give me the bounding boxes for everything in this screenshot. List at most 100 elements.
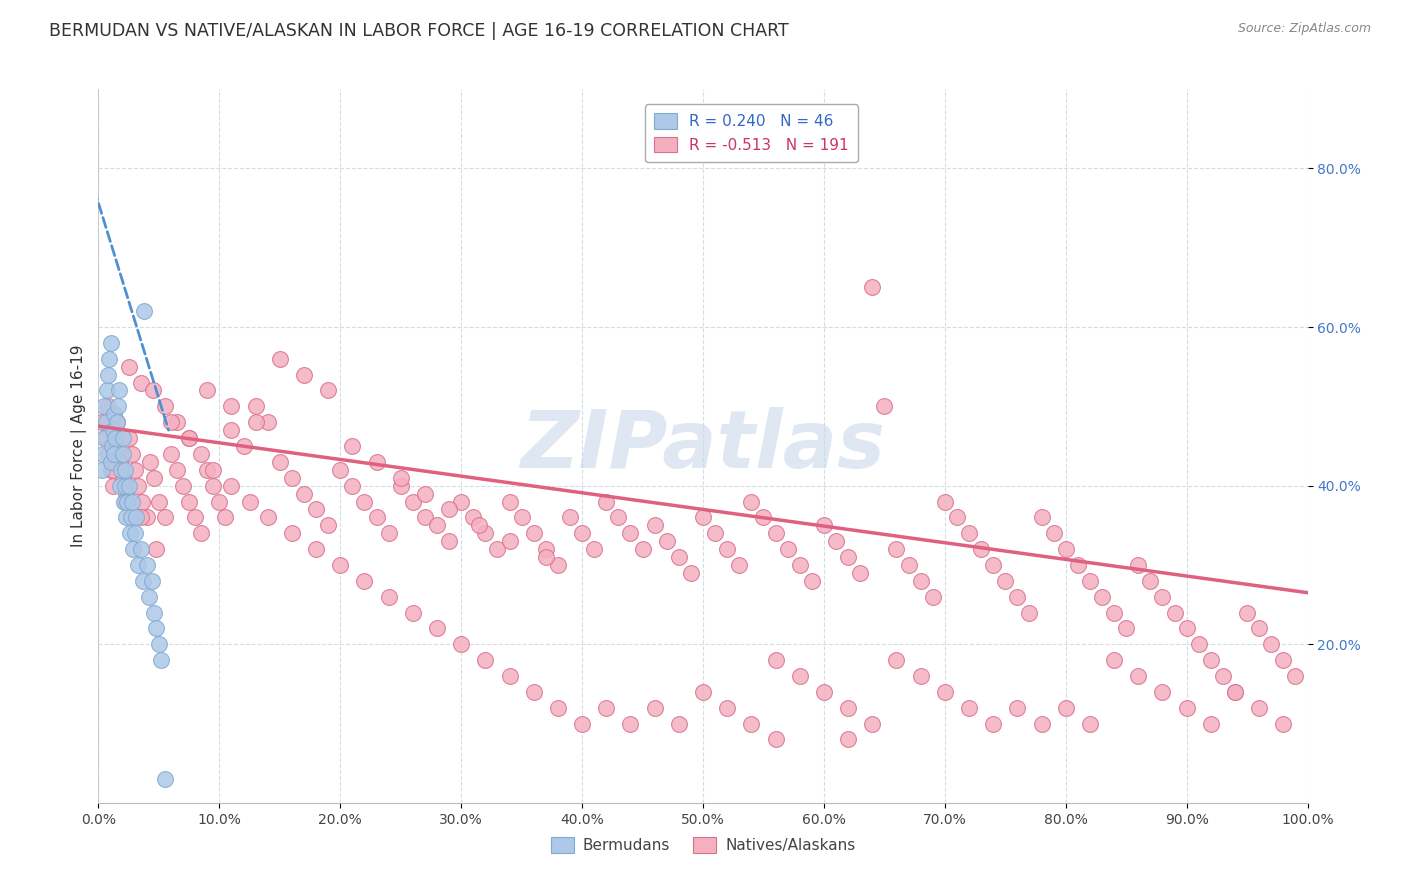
Point [142, 384, 165, 398]
Point [389, 478, 412, 492]
Point [129, 542, 152, 557]
Point [114, 494, 136, 508]
Point [981, 558, 1004, 572]
Point [957, 700, 980, 714]
Point [413, 510, 436, 524]
Point [1272, 653, 1295, 667]
Point [179, 431, 201, 445]
Point [644, 518, 666, 533]
Point [208, 494, 231, 508]
Point [127, 558, 149, 572]
Point [1091, 590, 1114, 604]
Point [1175, 621, 1198, 635]
Point [668, 716, 690, 731]
Point [342, 439, 364, 453]
Point [120, 510, 142, 524]
Point [1054, 700, 1077, 714]
Point [583, 542, 606, 557]
Point [474, 653, 496, 667]
Point [1163, 606, 1185, 620]
Point [837, 549, 859, 564]
Point [256, 510, 278, 524]
Y-axis label: In Labor Force | Age 16-19: In Labor Force | Age 16-19 [72, 344, 87, 548]
Point [127, 478, 149, 492]
Point [1139, 574, 1161, 588]
Point [190, 526, 212, 541]
Point [143, 471, 166, 485]
Point [145, 542, 167, 557]
Point [97, 447, 120, 461]
Point [353, 574, 375, 588]
Point [1152, 590, 1174, 604]
Point [124, 463, 146, 477]
Point [426, 621, 449, 635]
Point [160, 447, 183, 461]
Point [776, 542, 799, 557]
Point [91, 415, 114, 429]
Point [292, 368, 315, 382]
Point [607, 510, 630, 524]
Point [103, 447, 125, 461]
Point [595, 494, 617, 508]
Point [366, 455, 388, 469]
Text: BERMUDAN VS NATIVE/ALASKAN IN LABOR FORCE | AGE 16-19 CORRELATION CHART: BERMUDAN VS NATIVE/ALASKAN IN LABOR FORC… [49, 22, 789, 40]
Point [118, 526, 141, 541]
Point [172, 478, 194, 492]
Point [281, 471, 304, 485]
Point [571, 716, 593, 731]
Point [1102, 653, 1125, 667]
Point [1031, 716, 1053, 731]
Point [426, 518, 449, 533]
Point [1078, 574, 1101, 588]
Point [134, 304, 156, 318]
Point [934, 685, 956, 699]
Point [1018, 606, 1040, 620]
Point [389, 471, 412, 485]
Point [800, 574, 823, 588]
Point [329, 463, 352, 477]
Point [765, 732, 787, 747]
Point [305, 542, 328, 557]
Point [1007, 590, 1029, 604]
Point [97, 400, 120, 414]
Point [108, 455, 131, 469]
Point [437, 502, 460, 516]
Point [468, 518, 491, 533]
Point [110, 463, 132, 477]
Point [897, 558, 920, 572]
Point [111, 431, 134, 445]
Point [740, 716, 762, 731]
Point [93, 431, 115, 445]
Point [631, 542, 654, 557]
Point [1236, 606, 1258, 620]
Point [105, 439, 128, 453]
Point [153, 400, 176, 414]
Point [94, 431, 117, 445]
Point [114, 478, 136, 492]
Point [1042, 526, 1064, 541]
Point [619, 716, 641, 731]
Point [118, 359, 141, 374]
Point [547, 558, 569, 572]
Point [1199, 653, 1222, 667]
Point [100, 439, 122, 453]
Point [108, 384, 131, 398]
Point [1212, 669, 1234, 683]
Point [679, 566, 702, 580]
Point [1188, 637, 1211, 651]
Point [402, 606, 425, 620]
Point [825, 534, 848, 549]
Point [245, 400, 267, 414]
Point [139, 455, 162, 469]
Point [190, 447, 212, 461]
Point [1284, 669, 1306, 683]
Point [105, 415, 128, 429]
Point [921, 590, 943, 604]
Point [450, 637, 472, 651]
Point [463, 510, 485, 524]
Point [765, 526, 787, 541]
Point [245, 415, 267, 429]
Point [316, 384, 339, 398]
Point [789, 669, 811, 683]
Point [107, 400, 129, 414]
